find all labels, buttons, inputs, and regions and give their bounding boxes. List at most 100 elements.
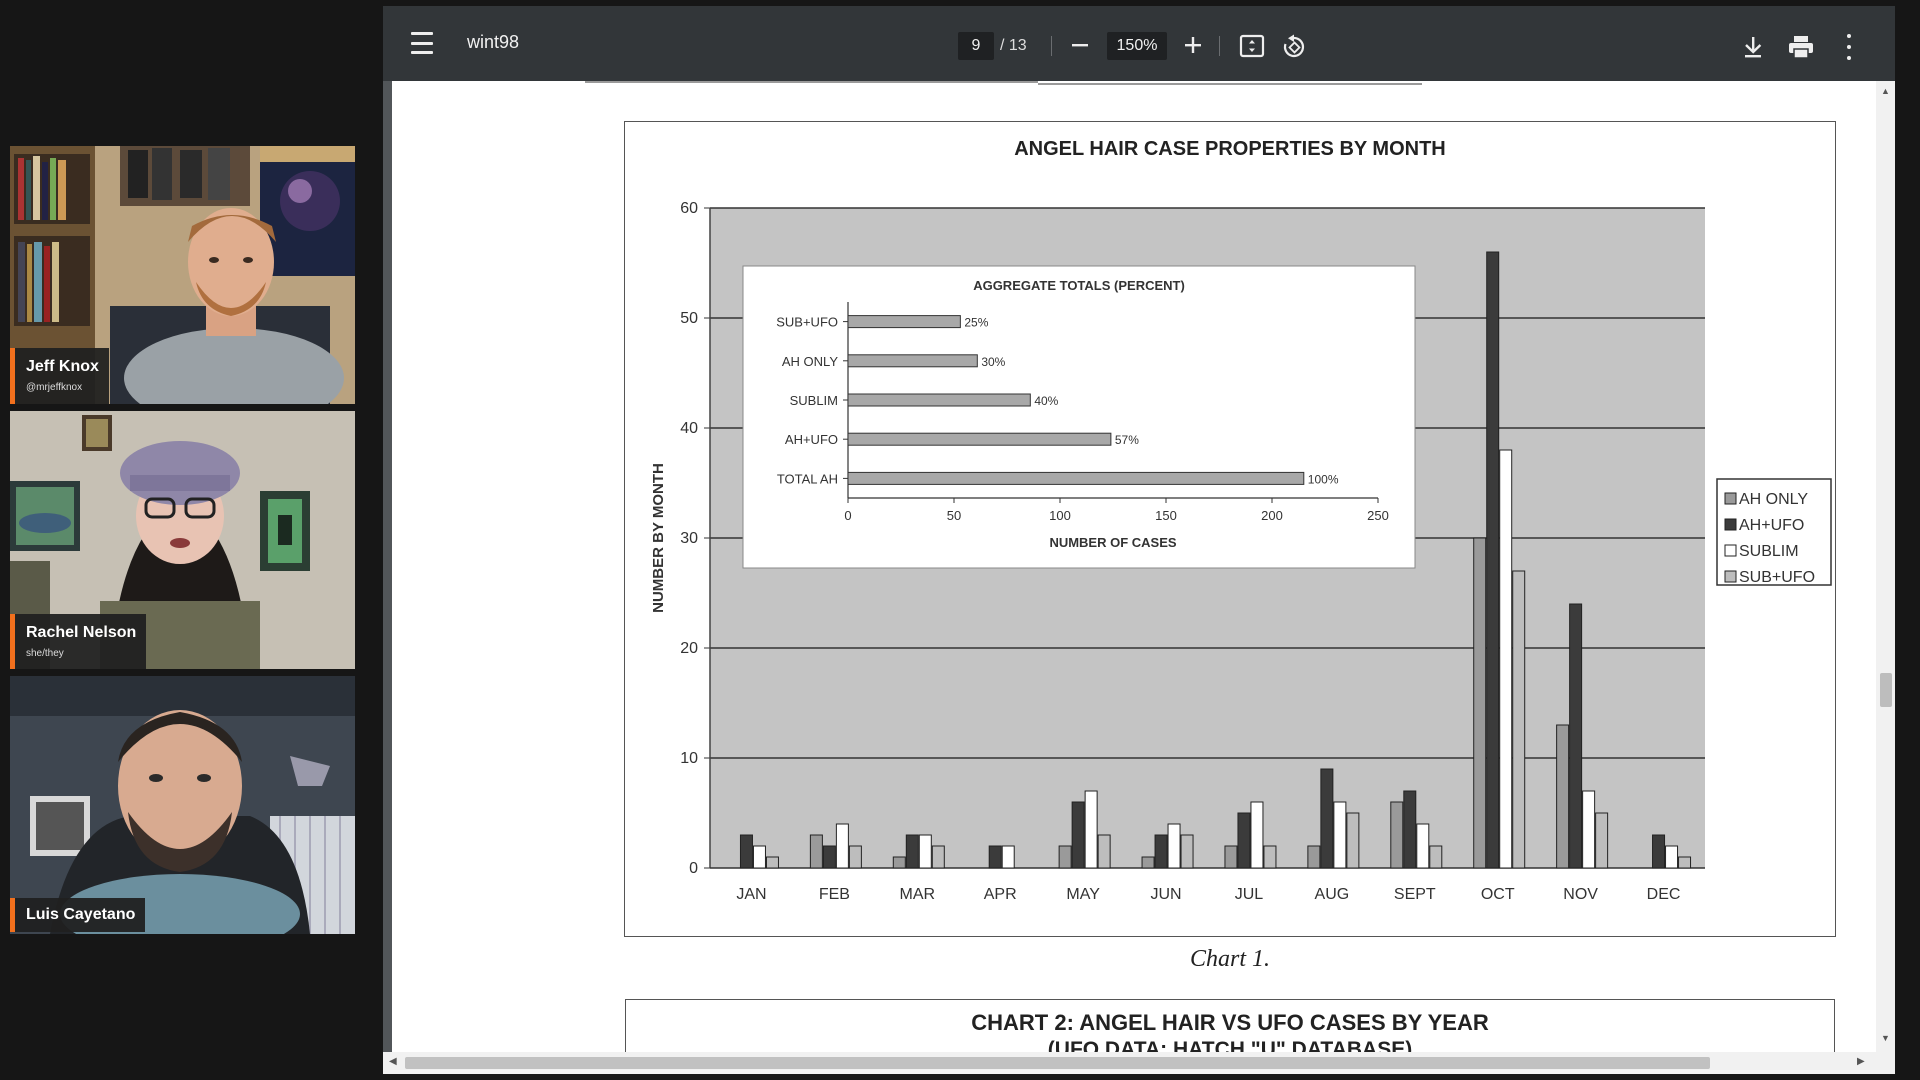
pdf-page: ANGEL HAIR CASE PROPERTIES BY MONTH 0 10 2… [392, 81, 1876, 1052]
bar-sub-ufo [1512, 570, 1526, 869]
inset-y-tick-label: AH+UFO [785, 432, 838, 447]
bar-sublim [835, 823, 849, 869]
bar-sublim [1084, 790, 1098, 869]
pdf-toolbar: wint98 9 / 13 150% [383, 6, 1895, 81]
scroll-left-icon[interactable]: ◀ [389, 1056, 397, 1067]
chart-1-frame: ANGEL HAIR CASE PROPERTIES BY MONTH 0 10 2… [624, 121, 1836, 937]
page-number-input[interactable]: 9 [958, 32, 994, 60]
fit-page-icon[interactable] [1239, 34, 1265, 58]
x-tick-label: JUN [1150, 886, 1181, 903]
bar-ah-ufo [988, 845, 1002, 869]
participant-tile-rachel[interactable]: Rachel Nelson she/they [10, 411, 355, 669]
toolbar-divider [1219, 36, 1220, 56]
bar-sublim [1167, 823, 1181, 869]
inset-bar [847, 432, 1112, 446]
nameplate-luis: Luis Cayetano [10, 898, 146, 932]
legend-swatch [1724, 518, 1737, 531]
print-icon[interactable] [1787, 34, 1815, 60]
more-icon[interactable] [1843, 34, 1855, 60]
page-rule [1038, 83, 1422, 85]
bar-ah-only [1058, 845, 1072, 869]
menu-icon[interactable] [409, 32, 435, 54]
inset-bar-label: 100% [1308, 472, 1339, 486]
inset-y-tick-label: SUBLIM [790, 393, 838, 408]
inset-bar [847, 471, 1305, 485]
inset-y-tick-label: TOTAL AH [777, 471, 838, 486]
bar-sub-ufo [765, 856, 779, 869]
participant-handle: she/they [26, 647, 64, 659]
inset-bar-label: 30% [981, 355, 1005, 369]
x-tick-label: FEB [819, 886, 850, 903]
x-tick-label: APR [984, 886, 1017, 903]
horizontal-scroll-thumb[interactable] [405, 1057, 1710, 1069]
vertical-scroll-thumb[interactable] [1880, 673, 1892, 707]
participant-name: Jeff Knox [26, 358, 99, 375]
bar-ah-ufo [1652, 834, 1666, 869]
bar-ah-ufo [1320, 768, 1334, 869]
bar-sub-ufo [1595, 812, 1609, 869]
scroll-up-icon[interactable]: ▲ [1881, 86, 1890, 96]
x-tick-label: SEPT [1394, 886, 1436, 903]
y-tick-label: 50 [680, 310, 698, 327]
bar-ah-ufo [739, 834, 753, 869]
y-tick-label: 10 [680, 750, 698, 767]
zoom-out-icon[interactable] [1065, 30, 1095, 60]
bar-ah-ufo [1486, 251, 1500, 869]
bar-ah-ufo [1071, 801, 1085, 869]
rotate-icon[interactable] [1281, 34, 1307, 60]
bar-ah-ufo [1237, 812, 1251, 869]
inset-bar [847, 315, 961, 329]
bar-sub-ufo [1180, 834, 1194, 869]
bar-sublim [1499, 449, 1513, 869]
y-tick-label: 0 [689, 860, 698, 877]
bar-sub-ufo [1678, 856, 1692, 869]
x-tick-label: AUG [1315, 886, 1350, 903]
y-tick-label: 40 [680, 420, 698, 437]
participant-video-luis [10, 676, 355, 934]
bar-sub-ufo [1097, 834, 1111, 869]
nameplate-jeff: Jeff Knox @mrjeffknox [10, 348, 109, 404]
toolbar-divider [1051, 36, 1052, 56]
bar-ah-ufo [1154, 834, 1168, 869]
inset-bar-label: 25% [964, 316, 988, 330]
inset-x-tick-label: 0 [844, 508, 851, 523]
bar-sublim [1333, 801, 1347, 869]
page-rule [585, 81, 1038, 83]
nameplate-rachel: Rachel Nelson she/they [10, 614, 147, 669]
bar-sub-ufo [1263, 845, 1277, 869]
download-icon[interactable] [1740, 34, 1766, 60]
horizontal-scrollbar[interactable]: ◀ ▶ [383, 1052, 1895, 1074]
x-tick-label: MAY [1066, 886, 1100, 903]
bar-sublim [1001, 845, 1015, 869]
document-title: wint98 [467, 32, 520, 52]
scroll-down-icon[interactable]: ▼ [1881, 1033, 1890, 1043]
chart-2-subtitle: (UFO DATA: HATCH "U" DATABASE) [1047, 1038, 1413, 1052]
x-tick-label: DEC [1647, 886, 1681, 903]
legend-label: SUB+UFO [1739, 569, 1815, 586]
participant-name: Luis Cayetano [26, 906, 136, 923]
legend-swatch [1724, 544, 1737, 557]
legend-label: AH+UFO [1739, 517, 1804, 534]
participant-tile-luis[interactable]: Luis Cayetano [10, 676, 355, 934]
chart-2-frame: CHART 2: ANGEL HAIR VS UFO CASES BY YEAR… [625, 999, 1835, 1052]
inset-bar-label: 57% [1115, 433, 1139, 447]
x-tick-label: NOV [1563, 886, 1598, 903]
bar-sublim [1665, 845, 1679, 869]
inset-x-axis-label: NUMBER OF CASES [1049, 535, 1176, 550]
x-tick-label: JAN [736, 886, 766, 903]
vertical-scrollbar[interactable]: ▲ ▼ [1876, 81, 1895, 1052]
bar-ah-only [1224, 845, 1238, 869]
scroll-right-icon[interactable]: ▶ [1857, 1056, 1865, 1067]
zoom-in-icon[interactable] [1178, 30, 1208, 60]
zoom-level-input[interactable]: 150% [1107, 32, 1167, 60]
x-tick-label: OCT [1481, 886, 1515, 903]
chart-1: 0 10 20 30 40 50 60 NUMBER BY MONTH JAN FEB MAR APR… [650, 200, 1832, 903]
participant-video-jeff [10, 146, 355, 404]
participant-tile-jeff[interactable]: Jeff Knox @mrjeffknox [10, 146, 355, 404]
legend-label: AH ONLY [1739, 491, 1808, 508]
inset-x-tick-label: 150 [1155, 508, 1177, 523]
bar-sublim [1250, 801, 1264, 869]
bar-sublim [918, 834, 932, 869]
bar-ah-only [809, 834, 823, 869]
bar-sub-ufo [848, 845, 862, 869]
